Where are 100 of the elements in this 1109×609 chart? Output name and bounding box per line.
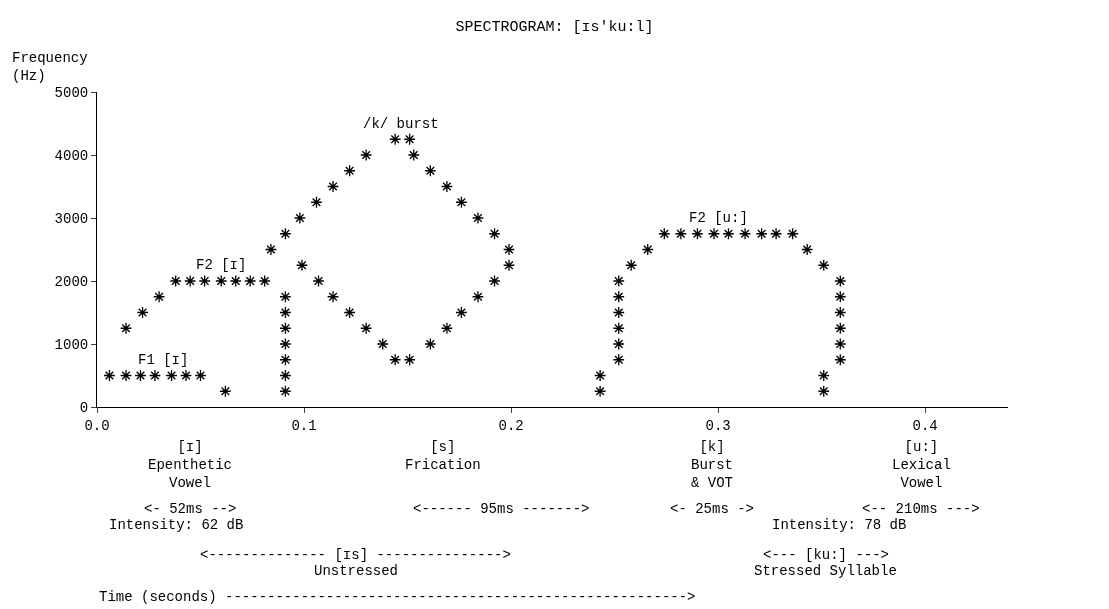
x-tick-label: 0.2: [498, 417, 524, 434]
point: [641, 243, 654, 256]
point: [279, 385, 292, 398]
text: Unstressed: [314, 563, 399, 579]
annotation: F2 [ɪ]: [196, 257, 247, 273]
point: [440, 180, 453, 193]
point: [403, 133, 416, 146]
point: [310, 196, 323, 209]
chart-title: SPECTROGRAM: [ɪs'ku:l]: [455, 18, 654, 36]
point: [179, 369, 193, 382]
point: [707, 227, 721, 240]
text: <-- 210ms --->: [862, 501, 980, 517]
y-axis-title: Frequency (Hz): [12, 50, 88, 85]
text: Stressed Syllable: [754, 563, 897, 579]
point: [455, 306, 468, 319]
text: <------ 95ms ------->: [413, 501, 590, 517]
point: [612, 322, 625, 335]
point: [258, 274, 271, 288]
x-tick-label: 0.3: [705, 417, 731, 434]
point: [215, 274, 228, 288]
point: [424, 164, 437, 177]
point: [279, 227, 292, 240]
point: [455, 196, 468, 209]
point: [471, 211, 485, 225]
x-tick-label: 0.1: [291, 417, 317, 434]
point: [407, 148, 420, 162]
point: [389, 133, 402, 146]
point: [136, 306, 149, 319]
point: [834, 322, 847, 335]
point: [625, 259, 638, 272]
y-tick-label: 1000: [54, 336, 89, 353]
point: [770, 227, 783, 240]
point: [502, 243, 516, 256]
point: [295, 259, 309, 272]
point: [403, 353, 416, 366]
point: [194, 369, 207, 382]
point: [389, 353, 402, 366]
annotation: /k/ burst: [363, 116, 439, 132]
point: [471, 290, 485, 303]
point: [424, 337, 437, 351]
y-tick-label: 2000: [54, 273, 89, 290]
point: [279, 369, 292, 382]
point: [165, 369, 178, 382]
point: [755, 227, 768, 240]
point: [817, 385, 830, 398]
point: [801, 243, 814, 256]
text: <- 52ms -->: [144, 501, 237, 517]
point: [148, 369, 162, 382]
point: [834, 337, 847, 351]
point: [834, 306, 847, 319]
y-tick-label: 5000: [54, 84, 89, 101]
point: [739, 227, 752, 240]
point: [326, 180, 340, 193]
point: [198, 274, 211, 288]
x-tick-label: 0.4: [912, 417, 938, 434]
text: Intensity: 78 dB: [772, 517, 907, 533]
point: [264, 243, 277, 256]
point: [817, 369, 830, 382]
point: [376, 337, 389, 351]
point: [279, 322, 292, 335]
point: [279, 337, 292, 351]
point: [343, 306, 356, 319]
point: [488, 274, 501, 288]
point: [343, 164, 356, 177]
point: [674, 227, 687, 240]
point: [219, 385, 232, 398]
y-tick-label: 0: [79, 399, 89, 416]
point: [119, 369, 133, 382]
point: [691, 227, 704, 240]
point: [834, 274, 847, 288]
point: [229, 274, 242, 288]
x-tick-label: 0.0: [84, 417, 110, 434]
point: [612, 337, 625, 351]
text: Time (seconds) ------------------------------------------------------->: [99, 589, 696, 605]
text: [k] Burst & VOT: [691, 439, 734, 492]
point: [612, 306, 625, 319]
point: [360, 148, 373, 162]
text: Intensity: 62 dB: [109, 517, 244, 533]
point: [658, 227, 671, 240]
annotation: F1 [ɪ]: [138, 352, 189, 368]
point: [612, 274, 625, 288]
point: [488, 227, 501, 240]
text: [ɪ] Epenthetic Vowel: [148, 439, 233, 492]
point: [312, 274, 325, 288]
point: [326, 290, 340, 303]
point: [594, 369, 607, 382]
point: [279, 290, 292, 303]
point: [279, 306, 292, 319]
point: [612, 353, 625, 366]
point: [293, 211, 306, 225]
point: [103, 369, 116, 382]
point: [834, 353, 847, 366]
point: [612, 290, 625, 303]
annotation: F2 [u:]: [689, 210, 748, 226]
point: [440, 322, 453, 335]
point: [817, 259, 830, 272]
text: <- 25ms ->: [670, 501, 755, 517]
point: [502, 259, 516, 272]
point: [119, 322, 133, 335]
point: [279, 353, 292, 366]
